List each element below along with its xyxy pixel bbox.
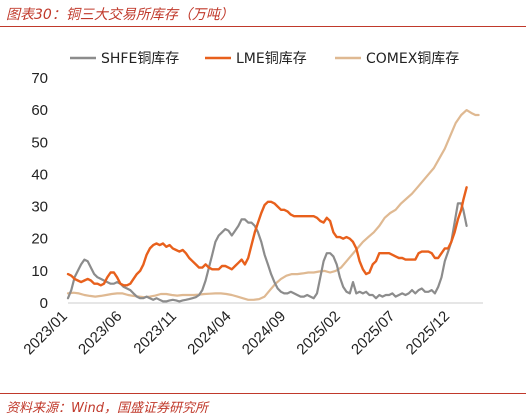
series-lines [66, 109, 480, 303]
chart-title: 图表30：铜三大交易所库存（万吨） [6, 7, 234, 23]
x-tick-label: 2025/12 [403, 308, 453, 358]
series-line-lme [66, 186, 468, 287]
legend: SHFE铜库存 LME铜库存 COMEX铜库存 [70, 51, 459, 67]
y-tick-label: 10 [31, 263, 48, 280]
series-line-comex [66, 109, 480, 301]
title-divider [0, 26, 526, 27]
x-tick-label: 2024/09 [239, 308, 289, 358]
x-tick-label: 2024/04 [184, 308, 234, 358]
y-tick-label: 20 [31, 231, 48, 248]
legend-label-lme: LME铜库存 [236, 51, 307, 67]
y-tick-label: 0 [40, 295, 48, 312]
x-tick-label: 2023/01 [20, 308, 70, 358]
x-axis: 2023/01 2023/06 2023/11 2024/04 2024/09 2025/… [20, 308, 453, 358]
x-tick-label: 2023/11 [130, 308, 180, 358]
x-tick-label: 2023/06 [75, 308, 125, 358]
legend-label-shfe: SHFE铜库存 [101, 51, 179, 67]
y-axis: 0 10 20 30 40 50 60 70 [31, 70, 48, 312]
source-divider [0, 393, 526, 394]
x-tick-label: 2025/07 [348, 308, 398, 358]
x-tick-label: 2025/02 [293, 308, 343, 358]
y-tick-label: 50 [31, 134, 48, 151]
y-tick-label: 70 [31, 70, 48, 87]
legend-label-comex: COMEX铜库存 [366, 51, 459, 67]
y-tick-label: 40 [31, 166, 48, 183]
y-tick-label: 30 [31, 199, 48, 216]
series-line-shfe [66, 202, 468, 303]
source-note: 资料来源：Wind，国盛证券研究所 [6, 401, 208, 416]
y-tick-label: 60 [31, 102, 48, 119]
